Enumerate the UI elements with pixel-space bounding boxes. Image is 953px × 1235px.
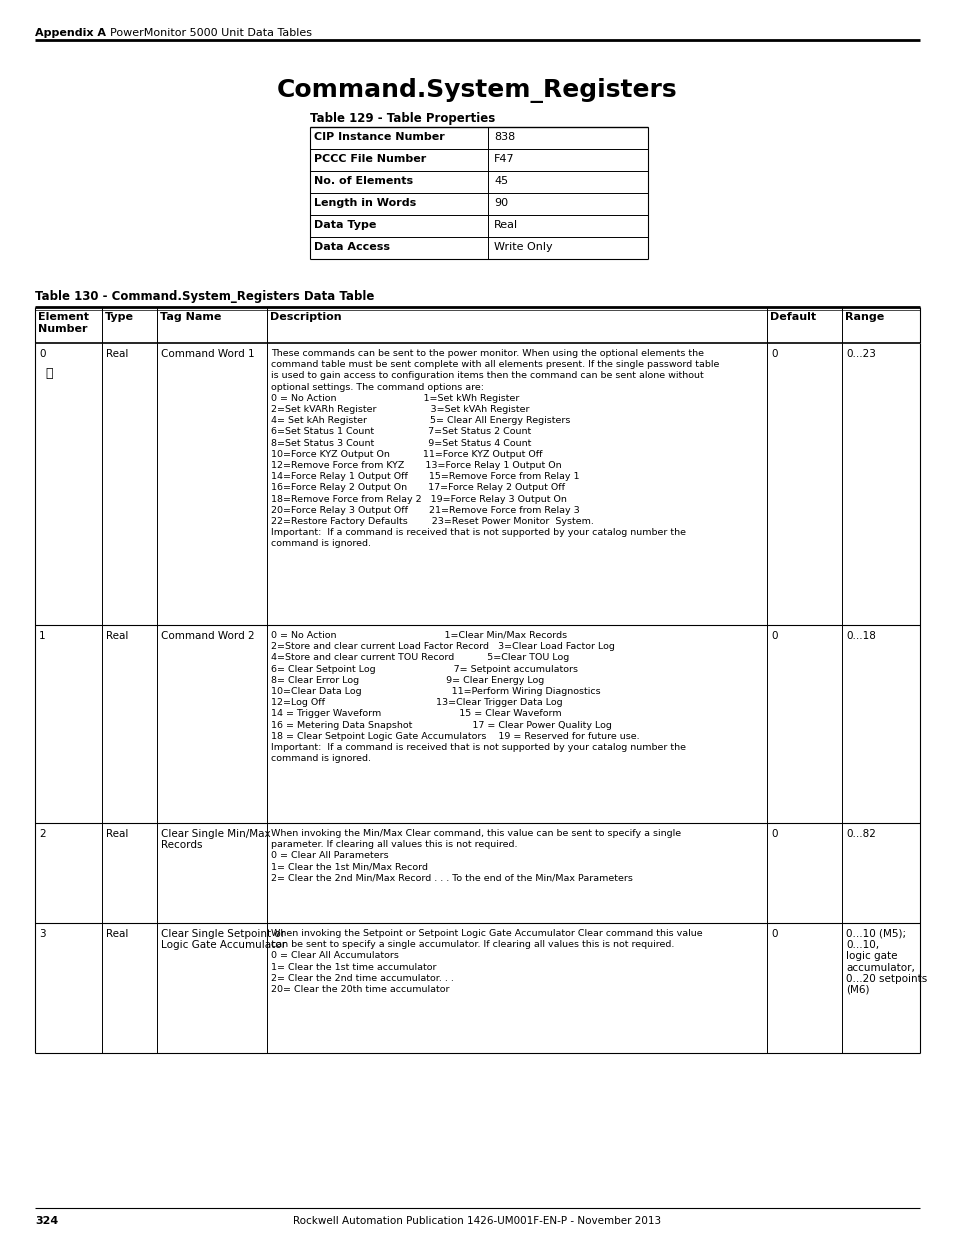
Text: Description: Description	[270, 312, 341, 322]
Text: Real: Real	[106, 631, 129, 641]
Text: Tag Name: Tag Name	[160, 312, 221, 322]
Text: 20= Clear the 20th time accumulator: 20= Clear the 20th time accumulator	[271, 986, 449, 994]
Text: 3: 3	[39, 929, 46, 939]
Text: Range: Range	[844, 312, 883, 322]
Text: 4= Set kAh Register                     5= Clear All Energy Registers: 4= Set kAh Register 5= Clear All Energy …	[271, 416, 570, 425]
Text: 10=Clear Data Log                              11=Perform Wiring Diagnostics: 10=Clear Data Log 11=Perform Wiring Diag…	[271, 687, 600, 697]
Text: command table must be sent complete with all elements present. If the single pas: command table must be sent complete with…	[271, 361, 719, 369]
Text: 1: 1	[39, 631, 46, 641]
Text: These commands can be sent to the power monitor. When using the optional element: These commands can be sent to the power …	[271, 350, 703, 358]
Text: 0 = No Action                             1=Set kWh Register: 0 = No Action 1=Set kWh Register	[271, 394, 518, 403]
Text: Write Only: Write Only	[494, 242, 552, 252]
Text: command is ignored.: command is ignored.	[271, 540, 371, 548]
Text: Clear Single Min/Max: Clear Single Min/Max	[161, 829, 271, 839]
Text: Element: Element	[38, 312, 89, 322]
Text: Real: Real	[494, 220, 517, 230]
Text: Data Type: Data Type	[314, 220, 376, 230]
Text: 2=Set kVARh Register                  3=Set kVAh Register: 2=Set kVARh Register 3=Set kVAh Register	[271, 405, 529, 414]
Text: Command Word 2: Command Word 2	[161, 631, 254, 641]
Text: When invoking the Setpoint or Setpoint Logic Gate Accumulator Clear command this: When invoking the Setpoint or Setpoint L…	[271, 929, 702, 939]
Text: 0: 0	[770, 350, 777, 359]
Text: logic gate: logic gate	[845, 951, 897, 961]
Text: Real: Real	[106, 350, 129, 359]
Text: 0...23: 0...23	[845, 350, 875, 359]
Text: 0...10,: 0...10,	[845, 940, 879, 950]
Text: No. of Elements: No. of Elements	[314, 177, 413, 186]
Text: Command Word 1: Command Word 1	[161, 350, 254, 359]
Text: Type: Type	[105, 312, 133, 322]
Text: Real: Real	[106, 929, 129, 939]
Text: 90: 90	[494, 198, 508, 207]
Text: Data Access: Data Access	[314, 242, 390, 252]
Text: Length in Words: Length in Words	[314, 198, 416, 207]
Text: PCCC File Number: PCCC File Number	[314, 154, 426, 164]
Text: 8=Set Status 3 Count                  9=Set Status 4 Count: 8=Set Status 3 Count 9=Set Status 4 Coun…	[271, 438, 531, 447]
Text: 🔒: 🔒	[45, 367, 52, 380]
Text: accumulator,: accumulator,	[845, 962, 914, 973]
Text: 4=Store and clear current TOU Record           5=Clear TOU Log: 4=Store and clear current TOU Record 5=C…	[271, 653, 569, 662]
Text: parameter. If clearing all values this is not required.: parameter. If clearing all values this i…	[271, 840, 517, 850]
Text: 2=Store and clear current Load Factor Record   3=Clear Load Factor Log: 2=Store and clear current Load Factor Re…	[271, 642, 615, 651]
Text: 0...18: 0...18	[845, 631, 875, 641]
Text: Important:  If a command is received that is not supported by your catalog numbe: Important: If a command is received that…	[271, 529, 685, 537]
Text: Table 129 - Table Properties: Table 129 - Table Properties	[310, 112, 495, 125]
Text: 8= Clear Error Log                             9= Clear Energy Log: 8= Clear Error Log 9= Clear Energy Log	[271, 676, 543, 684]
Text: 10=Force KYZ Output On           11=Force KYZ Output Off: 10=Force KYZ Output On 11=Force KYZ Outp…	[271, 450, 542, 458]
Text: 0: 0	[770, 631, 777, 641]
Text: command is ignored.: command is ignored.	[271, 755, 371, 763]
Text: Real: Real	[106, 829, 129, 839]
Text: is used to gain access to configuration items then the command can be sent alone: is used to gain access to configuration …	[271, 372, 703, 380]
Text: When invoking the Min/Max Clear command, this value can be sent to specify a sin: When invoking the Min/Max Clear command,…	[271, 829, 680, 839]
Text: 2= Clear the 2nd Min/Max Record . . . To the end of the Min/Max Parameters: 2= Clear the 2nd Min/Max Record . . . To…	[271, 874, 632, 883]
Text: Table 130 - Command.System_Registers Data Table: Table 130 - Command.System_Registers Dat…	[35, 290, 374, 303]
Text: Default: Default	[769, 312, 815, 322]
Text: Number: Number	[38, 324, 88, 333]
Text: 14 = Trigger Waveform                          15 = Clear Waveform: 14 = Trigger Waveform 15 = Clear Wavefor…	[271, 709, 561, 719]
Text: CIP Instance Number: CIP Instance Number	[314, 132, 444, 142]
Text: 12=Remove Force from KYZ       13=Force Relay 1 Output On: 12=Remove Force from KYZ 13=Force Relay …	[271, 461, 561, 471]
Text: 0 = Clear All Parameters: 0 = Clear All Parameters	[271, 851, 388, 861]
Text: Records: Records	[161, 840, 202, 850]
Text: 45: 45	[494, 177, 508, 186]
Text: 0: 0	[770, 929, 777, 939]
Text: Rockwell Automation Publication 1426-UM001F-EN-P - November 2013: Rockwell Automation Publication 1426-UM0…	[293, 1216, 660, 1226]
Text: 18=Remove Force from Relay 2   19=Force Relay 3 Output On: 18=Remove Force from Relay 2 19=Force Re…	[271, 494, 566, 504]
Text: Important:  If a command is received that is not supported by your catalog numbe: Important: If a command is received that…	[271, 743, 685, 752]
Text: 14=Force Relay 1 Output Off       15=Remove Force from Relay 1: 14=Force Relay 1 Output Off 15=Remove Fo…	[271, 472, 578, 482]
Text: PowerMonitor 5000 Unit Data Tables: PowerMonitor 5000 Unit Data Tables	[110, 28, 312, 38]
Text: (M6): (M6)	[845, 986, 868, 995]
Text: 18 = Clear Setpoint Logic Gate Accumulators    19 = Reserved for future use.: 18 = Clear Setpoint Logic Gate Accumulat…	[271, 732, 639, 741]
Text: 12=Log Off                                     13=Clear Trigger Data Log: 12=Log Off 13=Clear Trigger Data Log	[271, 698, 562, 708]
Text: 16=Force Relay 2 Output On       17=Force Relay 2 Output Off: 16=Force Relay 2 Output On 17=Force Rela…	[271, 483, 564, 493]
Text: 838: 838	[494, 132, 515, 142]
Text: 16 = Metering Data Snapshot                    17 = Clear Power Quality Log: 16 = Metering Data Snapshot 17 = Clear P…	[271, 720, 611, 730]
Text: 1= Clear the 1st Min/Max Record: 1= Clear the 1st Min/Max Record	[271, 862, 428, 872]
Text: 20=Force Relay 3 Output Off       21=Remove Force from Relay 3: 20=Force Relay 3 Output Off 21=Remove Fo…	[271, 506, 579, 515]
Text: Clear Single Setpoint or: Clear Single Setpoint or	[161, 929, 285, 939]
Text: 0...20 setpoints: 0...20 setpoints	[845, 974, 926, 984]
Text: 324: 324	[35, 1216, 58, 1226]
Text: F47: F47	[494, 154, 514, 164]
Text: optional settings. The command options are:: optional settings. The command options a…	[271, 383, 483, 391]
Text: Appendix A: Appendix A	[35, 28, 106, 38]
Text: 0: 0	[39, 350, 46, 359]
Text: can be sent to specify a single accumulator. If clearing all values this is not : can be sent to specify a single accumula…	[271, 940, 674, 950]
Text: 0 = Clear All Accumulators: 0 = Clear All Accumulators	[271, 951, 398, 961]
Text: 22=Restore Factory Defaults        23=Reset Power Monitor  System.: 22=Restore Factory Defaults 23=Reset Pow…	[271, 517, 594, 526]
Text: 2= Clear the 2nd time accumulator. . .: 2= Clear the 2nd time accumulator. . .	[271, 974, 454, 983]
Text: 6=Set Status 1 Count                  7=Set Status 2 Count: 6=Set Status 1 Count 7=Set Status 2 Coun…	[271, 427, 531, 436]
Text: Command.System_Registers: Command.System_Registers	[276, 78, 677, 103]
Text: Logic Gate Accumulator: Logic Gate Accumulator	[161, 940, 286, 950]
Text: 0...10 (M5);: 0...10 (M5);	[845, 929, 905, 939]
Text: 6= Clear Setpoint Log                          7= Setpoint accumulators: 6= Clear Setpoint Log 7= Setpoint accumu…	[271, 664, 578, 673]
Text: 2: 2	[39, 829, 46, 839]
Text: 0: 0	[770, 829, 777, 839]
Text: 1= Clear the 1st time accumulator: 1= Clear the 1st time accumulator	[271, 962, 436, 972]
Text: 0...82: 0...82	[845, 829, 875, 839]
Text: 0 = No Action                                    1=Clear Min/Max Records: 0 = No Action 1=Clear Min/Max Records	[271, 631, 566, 640]
